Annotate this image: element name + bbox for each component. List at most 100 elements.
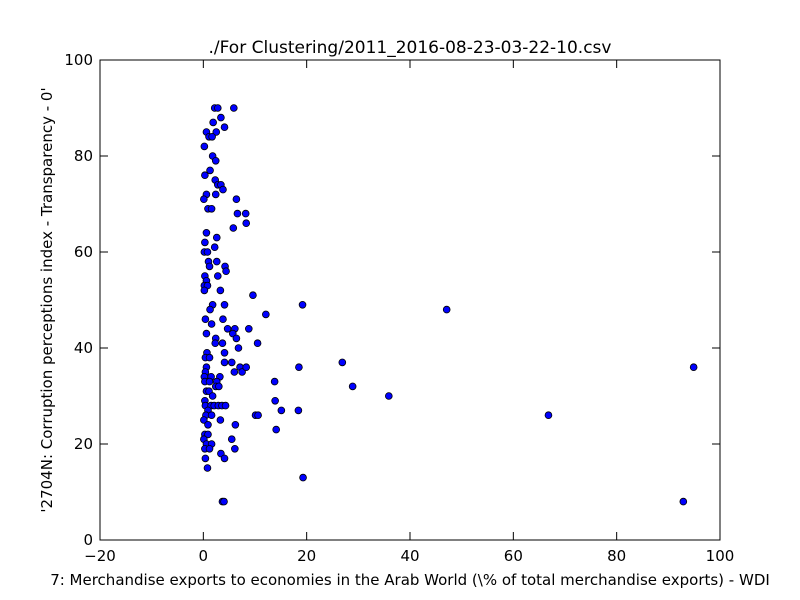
data-point bbox=[231, 444, 239, 453]
x-axis-label: 7: Merchandise exports to economies in t… bbox=[50, 571, 770, 589]
data-point bbox=[227, 358, 236, 367]
data-point bbox=[208, 392, 217, 400]
data-point bbox=[442, 305, 451, 314]
data-point bbox=[204, 430, 212, 439]
data-point bbox=[207, 411, 216, 420]
data-point bbox=[202, 329, 211, 338]
data-point bbox=[203, 248, 212, 256]
data-point bbox=[220, 497, 228, 506]
data-point bbox=[214, 104, 222, 112]
x-tick-label: 20 bbox=[297, 547, 316, 565]
data-point bbox=[223, 324, 232, 333]
data-point bbox=[219, 185, 227, 194]
data-point bbox=[242, 363, 251, 372]
data-point bbox=[220, 348, 229, 357]
data-point bbox=[208, 133, 216, 141]
x-tick-label: 100 bbox=[706, 547, 735, 565]
data-point bbox=[206, 305, 214, 314]
data-point bbox=[230, 368, 239, 376]
data-point bbox=[222, 267, 230, 276]
data-point bbox=[245, 324, 253, 333]
data-point bbox=[220, 358, 229, 367]
data-point bbox=[212, 257, 221, 266]
data-point bbox=[212, 233, 221, 242]
data-point bbox=[253, 339, 262, 348]
data-point bbox=[272, 425, 280, 434]
data-point bbox=[216, 416, 225, 424]
data-point bbox=[211, 157, 220, 165]
data-point bbox=[201, 315, 210, 324]
data-point bbox=[299, 473, 307, 482]
data-point bbox=[298, 300, 307, 309]
x-axis: −20 0 20 40 60 80 100 bbox=[84, 60, 734, 565]
data-point bbox=[209, 118, 217, 127]
data-point bbox=[205, 377, 214, 386]
data-point bbox=[200, 416, 208, 424]
y-tick-label: 100 bbox=[64, 51, 93, 69]
data-point bbox=[200, 142, 209, 151]
data-point bbox=[689, 363, 698, 372]
data-point bbox=[262, 310, 270, 319]
data-point bbox=[205, 353, 214, 362]
data-point bbox=[221, 401, 230, 410]
data-point bbox=[220, 300, 229, 309]
data-point bbox=[211, 190, 220, 199]
data-point bbox=[679, 497, 688, 506]
data-point bbox=[215, 382, 223, 391]
data-point bbox=[212, 128, 221, 136]
data-point bbox=[207, 205, 216, 213]
y-tick-label: 60 bbox=[74, 243, 93, 261]
data-point bbox=[270, 377, 279, 386]
x-tick-label: 0 bbox=[199, 547, 209, 565]
data-point bbox=[238, 368, 246, 376]
data-point bbox=[205, 262, 214, 271]
chart-title: ./For Clustering/2011_2016-08-23-03-22-1… bbox=[209, 38, 612, 58]
y-axis: 0 20 40 60 80 100 bbox=[64, 51, 720, 549]
data-point bbox=[254, 411, 262, 420]
x-tick-label: 40 bbox=[400, 547, 419, 565]
data-point bbox=[234, 344, 243, 352]
data-point bbox=[206, 166, 214, 175]
data-point bbox=[210, 243, 219, 252]
y-tick-label: 0 bbox=[83, 531, 93, 549]
data-point bbox=[211, 339, 220, 348]
y-tick-label: 80 bbox=[74, 147, 93, 165]
data-point bbox=[348, 382, 357, 391]
data-point bbox=[203, 464, 212, 472]
data-point bbox=[277, 406, 286, 415]
data-point bbox=[201, 454, 210, 463]
data-point bbox=[219, 315, 227, 324]
data-point bbox=[544, 411, 553, 420]
data-point bbox=[214, 272, 222, 280]
x-tick-label: 80 bbox=[607, 547, 626, 565]
plot-area bbox=[99, 59, 721, 541]
data-point bbox=[295, 363, 303, 372]
x-tick-label: 60 bbox=[504, 547, 523, 565]
y-axis-label: '2704N: Corruption perceptions index - T… bbox=[38, 87, 56, 512]
data-point bbox=[271, 396, 279, 405]
data-point bbox=[294, 406, 303, 415]
data-point bbox=[249, 291, 257, 300]
data-point bbox=[232, 334, 241, 343]
data-point bbox=[200, 195, 208, 204]
data-point bbox=[218, 339, 227, 348]
data-point bbox=[233, 209, 242, 218]
data-point bbox=[204, 420, 212, 429]
y-tick-label: 40 bbox=[74, 339, 93, 357]
data-point bbox=[220, 123, 229, 131]
data-point bbox=[231, 420, 240, 429]
data-point bbox=[227, 435, 236, 444]
data-point bbox=[385, 392, 393, 400]
data-point bbox=[230, 104, 238, 112]
data-point bbox=[201, 171, 209, 180]
data-point bbox=[200, 286, 209, 295]
data-point bbox=[232, 195, 241, 204]
data-point bbox=[205, 444, 214, 453]
data-point bbox=[217, 113, 225, 122]
data-point bbox=[338, 358, 347, 367]
data-point bbox=[207, 320, 216, 328]
data-points bbox=[200, 104, 698, 506]
data-point bbox=[202, 229, 211, 237]
y-tick-label: 20 bbox=[74, 435, 93, 453]
